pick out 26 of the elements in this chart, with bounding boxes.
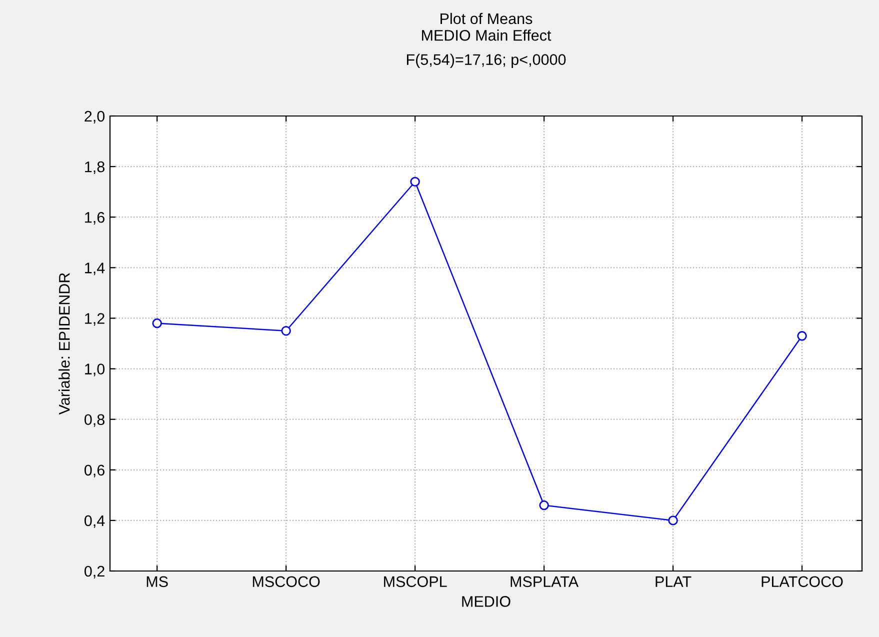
x-tick-label: MSPLATA xyxy=(510,576,579,588)
x-tick-label: MS xyxy=(146,576,168,588)
y-tick-label: 0,6 xyxy=(84,464,104,478)
chart-title: Plot of Means xyxy=(440,12,532,24)
y-tick-label: 0,2 xyxy=(84,566,104,578)
y-tick-label: 1,2 xyxy=(85,313,104,326)
point xyxy=(410,176,420,187)
y-tick-label: 0,4 xyxy=(84,515,105,528)
x-tick-label: PLATCOCO xyxy=(762,576,843,588)
point xyxy=(281,326,291,336)
point xyxy=(539,500,549,510)
x-axis-title: MEDIO xyxy=(462,596,510,607)
y-tick-label: 1,0 xyxy=(85,364,105,376)
y-axis-title: Variable: EPIDENDR xyxy=(58,273,70,415)
chart-subtitle: MEDIO Main Effect F(5,54)=17,16; p<,0000 xyxy=(406,30,566,68)
x-tick-label: PLAT xyxy=(656,576,692,587)
y-tick-label: 1,4 xyxy=(85,262,105,276)
point xyxy=(797,331,807,341)
y-tick-label: 1,6 xyxy=(85,212,104,225)
x-tick-label: MSCOCO xyxy=(252,576,320,588)
y-tick-label: 0,8 xyxy=(84,414,104,427)
x-tick-label: MSCOPL xyxy=(384,576,447,588)
y-tick-label: 1,8 xyxy=(85,161,104,174)
point xyxy=(668,516,678,526)
y-tick-label: 2,0 xyxy=(84,110,105,124)
point xyxy=(152,318,162,328)
